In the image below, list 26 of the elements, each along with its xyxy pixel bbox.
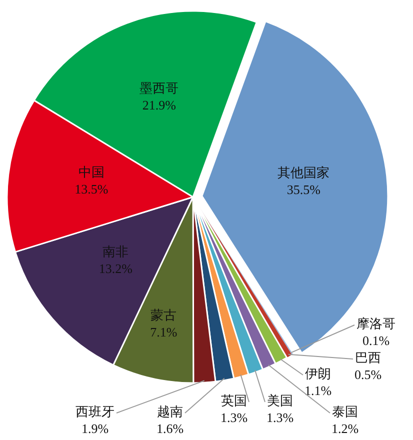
slice-label: 巴西 [355, 350, 381, 365]
slice-label: 墨西哥 [140, 80, 179, 96]
slice-label: 伊朗 [305, 366, 331, 381]
slice-label: 美国 [267, 393, 293, 408]
data-label: 1.9% [81, 421, 109, 436]
slice-label: 中国 [78, 164, 104, 180]
slice-label: 蒙古 [150, 308, 177, 323]
slice-label: 其他国家 [278, 164, 330, 180]
slice-label: 西班牙 [76, 404, 114, 419]
data-label: 7.1% [150, 324, 178, 340]
data-label: 13.5% [74, 181, 108, 196]
data-label: 1.2% [331, 421, 359, 436]
data-label: 0.5% [354, 367, 382, 382]
slice-label: 越南 [157, 404, 183, 419]
data-label: 35.5% [286, 182, 321, 197]
data-label: 1.6% [156, 421, 184, 436]
slice-label: 英国 [221, 393, 247, 408]
data-label: 1.3% [266, 410, 294, 425]
data-label: 1.3% [220, 410, 248, 425]
data-label: 1.1% [304, 383, 332, 398]
data-label: 13.2% [98, 260, 133, 276]
slice-label: 南非 [102, 244, 129, 259]
slice-label: 泰国 [332, 404, 358, 419]
data-label: 21.9% [142, 97, 176, 112]
slice-label: 摩洛哥 [356, 316, 396, 331]
data-label: 0.1% [362, 333, 390, 348]
